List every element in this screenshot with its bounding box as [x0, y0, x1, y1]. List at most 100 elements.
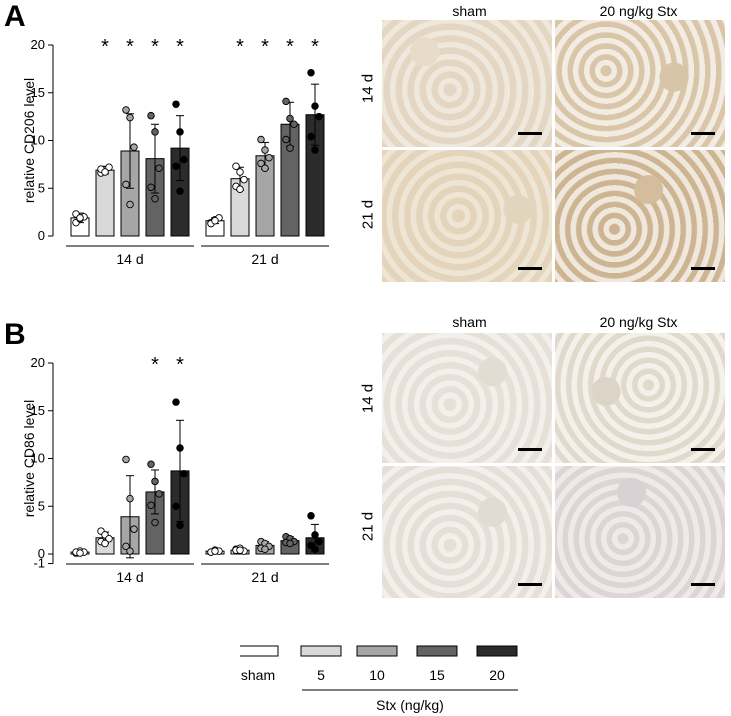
- micrograph-b-sham-14d: [382, 333, 552, 463]
- data-point: [126, 547, 134, 555]
- scale-bar: [691, 583, 715, 586]
- y-tick-label: 10: [31, 451, 45, 466]
- data-point: [176, 187, 184, 195]
- legend-label: 10: [369, 667, 385, 683]
- y-tick-label: -1: [33, 556, 45, 571]
- data-point: [211, 547, 219, 555]
- data-point: [176, 521, 184, 530]
- data-point: [147, 460, 155, 468]
- significance-star: *: [126, 36, 134, 58]
- significance-star: *: [236, 36, 244, 58]
- data-point: [315, 112, 323, 121]
- legend-label: 20: [489, 667, 505, 683]
- significance-star: *: [151, 36, 159, 58]
- micrograph-b-stx-21d: [555, 466, 725, 598]
- significance-star: *: [101, 36, 109, 58]
- data-point: [172, 398, 180, 406]
- scale-bar: [518, 448, 542, 451]
- data-point: [282, 97, 290, 106]
- data-point: [122, 455, 130, 464]
- data-point: [236, 185, 244, 193]
- micrograph-a-sham-21d: [382, 150, 552, 282]
- group-label: 14 d: [116, 569, 143, 585]
- data-point: [155, 164, 163, 172]
- data-point: [261, 545, 269, 553]
- data-point: [282, 135, 290, 144]
- group-label: 14 d: [116, 251, 143, 267]
- significance-star: *: [261, 36, 269, 58]
- data-point: [122, 106, 130, 114]
- data-point: [307, 132, 315, 141]
- y-tick-label: 5: [38, 498, 45, 513]
- data-point: [101, 168, 109, 176]
- data-point: [307, 512, 315, 520]
- group-label: 21 d: [251, 251, 278, 267]
- data-point: [236, 546, 244, 554]
- data-point: [290, 120, 298, 129]
- data-point: [126, 494, 134, 503]
- y-tick-label: 10: [31, 133, 45, 148]
- data-point: [180, 470, 188, 478]
- significance-star: *: [176, 36, 184, 58]
- micro-a-row-14: 14 d: [359, 73, 377, 104]
- legend-label: sham: [241, 667, 275, 683]
- data-point: [76, 549, 84, 557]
- data-point: [122, 542, 130, 551]
- data-point: [257, 159, 265, 168]
- micro-a-row-21: 21 d: [359, 199, 377, 230]
- y-tick-label: 0: [38, 228, 45, 243]
- legend-swatch: [300, 645, 342, 657]
- legend: sham 5 10 15 20 Stx (ng/kg): [240, 645, 518, 713]
- data-point: [130, 525, 138, 533]
- data-point: [105, 163, 113, 171]
- data-point: [172, 162, 180, 171]
- scale-bar: [691, 448, 715, 451]
- data-point: [311, 102, 319, 110]
- y-axis-label: relative CD206 level: [21, 78, 37, 203]
- data-point: [261, 164, 269, 172]
- data-point: [311, 146, 319, 154]
- data-point: [286, 539, 294, 548]
- data-point: [101, 539, 109, 548]
- data-point: [315, 537, 323, 546]
- micrograph-b-sham-21d: [382, 466, 552, 598]
- data-point: [311, 531, 319, 539]
- scale-bar: [518, 267, 542, 270]
- y-axis-label: relative CD86 level: [21, 400, 37, 518]
- data-point: [257, 135, 265, 144]
- micro-a-col-stx: 20 ng/kg Stx: [599, 3, 678, 19]
- micro-b-row-21: 21 d: [359, 511, 377, 542]
- significance-star: *: [151, 354, 159, 376]
- data-point: [172, 100, 180, 108]
- significance-star: *: [311, 36, 319, 58]
- data-point: [232, 162, 240, 171]
- micro-b-col-sham: sham: [452, 314, 487, 330]
- legend-swatch: [356, 645, 398, 657]
- micrograph-a-stx-21d: [555, 150, 725, 282]
- scale-bar: [518, 583, 542, 586]
- data-point: [151, 518, 159, 527]
- data-point: [151, 128, 159, 136]
- data-point: [126, 200, 134, 209]
- micrograph-a-stx-14d: [555, 20, 725, 147]
- data-point: [151, 195, 159, 203]
- legend-swatch: [476, 645, 518, 657]
- micrograph-b-stx-14d: [555, 333, 725, 463]
- panel-label-a: A: [4, 0, 26, 33]
- legend-label: 5: [317, 667, 325, 683]
- scale-bar: [691, 267, 715, 270]
- legend-swatch: [416, 645, 458, 657]
- micro-b-row-14: 14 d: [359, 383, 377, 414]
- micro-b-col-stx: 20 ng/kg Stx: [599, 314, 678, 330]
- data-point: [147, 183, 155, 192]
- data-point: [130, 143, 138, 151]
- data-point: [176, 444, 184, 452]
- y-tick-label: 20: [31, 355, 45, 370]
- data-point: [265, 153, 273, 162]
- data-point: [76, 214, 84, 222]
- y-tick-label: 15: [31, 85, 45, 100]
- data-point: [180, 155, 188, 164]
- micrograph-a-sham-14d: [382, 20, 552, 147]
- legend-swatch: [240, 645, 279, 657]
- data-point: [147, 111, 155, 120]
